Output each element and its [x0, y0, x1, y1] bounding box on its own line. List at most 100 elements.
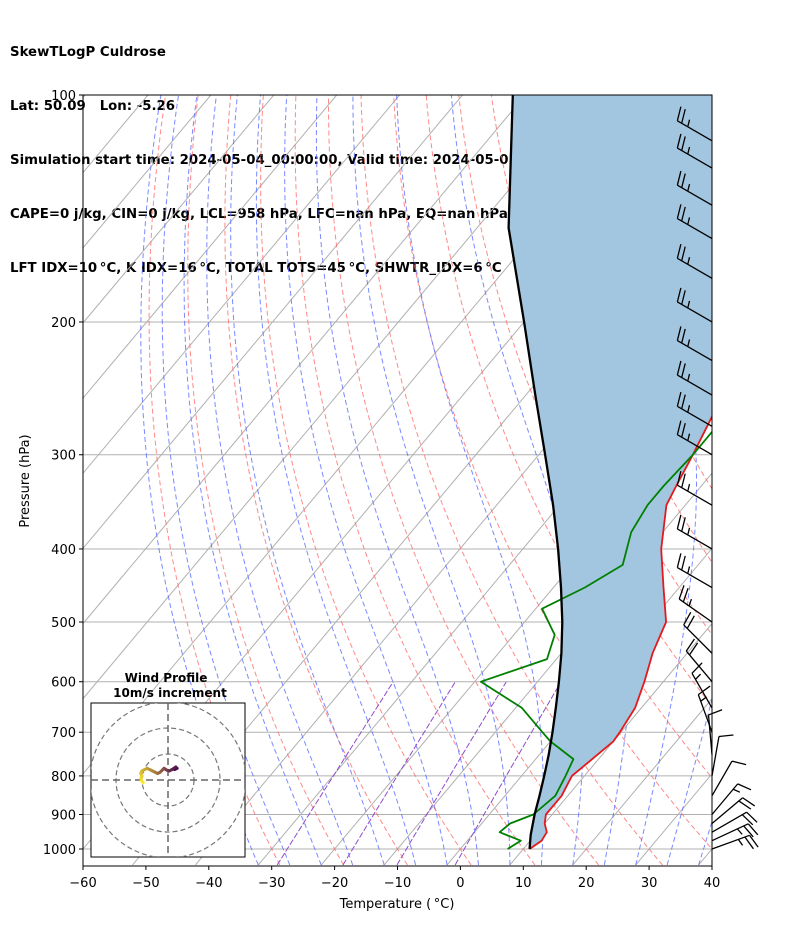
- barb-staff: [685, 650, 713, 683]
- barb-flag: [682, 587, 689, 603]
- wind-barb: [691, 662, 713, 709]
- barb-staff: [711, 823, 749, 842]
- wind-barb: [707, 709, 723, 755]
- barb-flag: [737, 783, 752, 791]
- x-tick-label: −40: [195, 876, 222, 891]
- moist-adiabat: [183, 95, 322, 866]
- dry-adiabat: [224, 95, 408, 866]
- barb-flag: [681, 473, 686, 488]
- barb-flag: [738, 800, 752, 810]
- moist-adiabat: [284, 95, 448, 866]
- barb-half-flag: [687, 484, 691, 492]
- barb-flag: [681, 363, 686, 378]
- barb-half-flag: [695, 673, 702, 680]
- barb-staff: [707, 714, 713, 755]
- barb-flag: [676, 204, 682, 219]
- isotherm: [83, 95, 400, 475]
- x-tick-label: 40: [704, 876, 721, 891]
- wind-barb: [676, 360, 713, 396]
- wind-barb: [711, 823, 759, 842]
- y-tick-label: 900: [51, 808, 76, 823]
- dry-adiabat: [719, 95, 794, 865]
- mixing-ratio-line: [342, 681, 456, 866]
- y-tick-label: 500: [51, 616, 76, 631]
- y-tick-label: 800: [51, 770, 76, 785]
- wind-barb: [678, 585, 713, 623]
- moist-adiabat: [161, 95, 291, 866]
- temperature-line: [529, 414, 712, 850]
- y-axis-label: Pressure (hPa): [18, 434, 33, 527]
- wind-barb: [676, 514, 713, 550]
- barb-flag: [681, 555, 686, 571]
- barb-staff: [677, 147, 713, 169]
- wind-barb: [676, 204, 713, 240]
- barb-flag: [681, 328, 686, 344]
- barb-staff: [677, 339, 713, 362]
- dewpoint-line: [479, 430, 712, 850]
- barb-flag: [681, 422, 686, 438]
- barb-half-flag: [736, 828, 743, 835]
- barb-staff: [678, 598, 713, 623]
- x-tick-label: −30: [258, 876, 285, 891]
- barb-half-flag: [687, 146, 691, 155]
- barb-staff: [711, 797, 744, 824]
- isotherm: [83, 95, 526, 625]
- wind-barb: [676, 243, 713, 279]
- barb-flag: [718, 734, 734, 738]
- dry-adiabat: [785, 95, 794, 865]
- barb-staff: [677, 184, 713, 206]
- barb-flag: [676, 326, 682, 341]
- barb-staff: [677, 257, 713, 279]
- hodograph-trace: [140, 779, 145, 785]
- barb-flag: [681, 173, 686, 188]
- wind-barb: [676, 326, 713, 362]
- barb-staff: [677, 120, 713, 142]
- barb-half-flag: [687, 566, 691, 574]
- barb-flag: [676, 243, 682, 259]
- x-tick-label: 30: [641, 876, 658, 891]
- barb-staff: [711, 760, 733, 797]
- moist-adiabat: [230, 95, 385, 866]
- barb-flag: [686, 615, 695, 629]
- barb-staff: [711, 736, 720, 777]
- barb-flag: [747, 823, 759, 836]
- wind-barb: [711, 734, 734, 777]
- barb-flag: [676, 287, 682, 303]
- barb-half-flag: [687, 405, 691, 413]
- y-tick-label: 1000: [43, 843, 76, 858]
- barb-flag: [676, 470, 682, 486]
- isotherm: [83, 95, 463, 550]
- barb-flag: [683, 611, 692, 626]
- moist-adiabat: [396, 95, 544, 866]
- wind-barb: [676, 133, 713, 169]
- barb-half-flag: [687, 257, 691, 265]
- barb-half-flag: [687, 217, 691, 225]
- barb-flag: [681, 246, 686, 261]
- barb-flag: [676, 514, 682, 530]
- barb-half-flag: [687, 119, 691, 127]
- barb-half-flag: [737, 839, 744, 846]
- barb-flag: [749, 834, 759, 848]
- barb-flag: [746, 811, 758, 823]
- barb-flag: [731, 760, 747, 766]
- wind-barb: [676, 420, 713, 456]
- isotherm: [83, 95, 275, 324]
- wind-barb: [711, 797, 756, 824]
- barb-half-flag: [687, 339, 691, 347]
- isotherm: [83, 95, 338, 399]
- barb-half-flag: [688, 598, 693, 607]
- barb-flag: [676, 106, 682, 121]
- x-tick-label: −60: [69, 876, 96, 891]
- dry-adiabat: [187, 95, 345, 866]
- wind-barb: [711, 834, 759, 850]
- barb-flag: [681, 136, 686, 151]
- x-tick-label: −50: [132, 876, 159, 891]
- mixing-ratio-line: [276, 681, 394, 866]
- barb-flag: [688, 642, 699, 656]
- barb-flag: [681, 394, 686, 409]
- barb-flag: [676, 391, 682, 407]
- mixing-ratio-line: [396, 681, 507, 866]
- dry-adiabat: [294, 95, 536, 866]
- barb-flag: [676, 420, 682, 435]
